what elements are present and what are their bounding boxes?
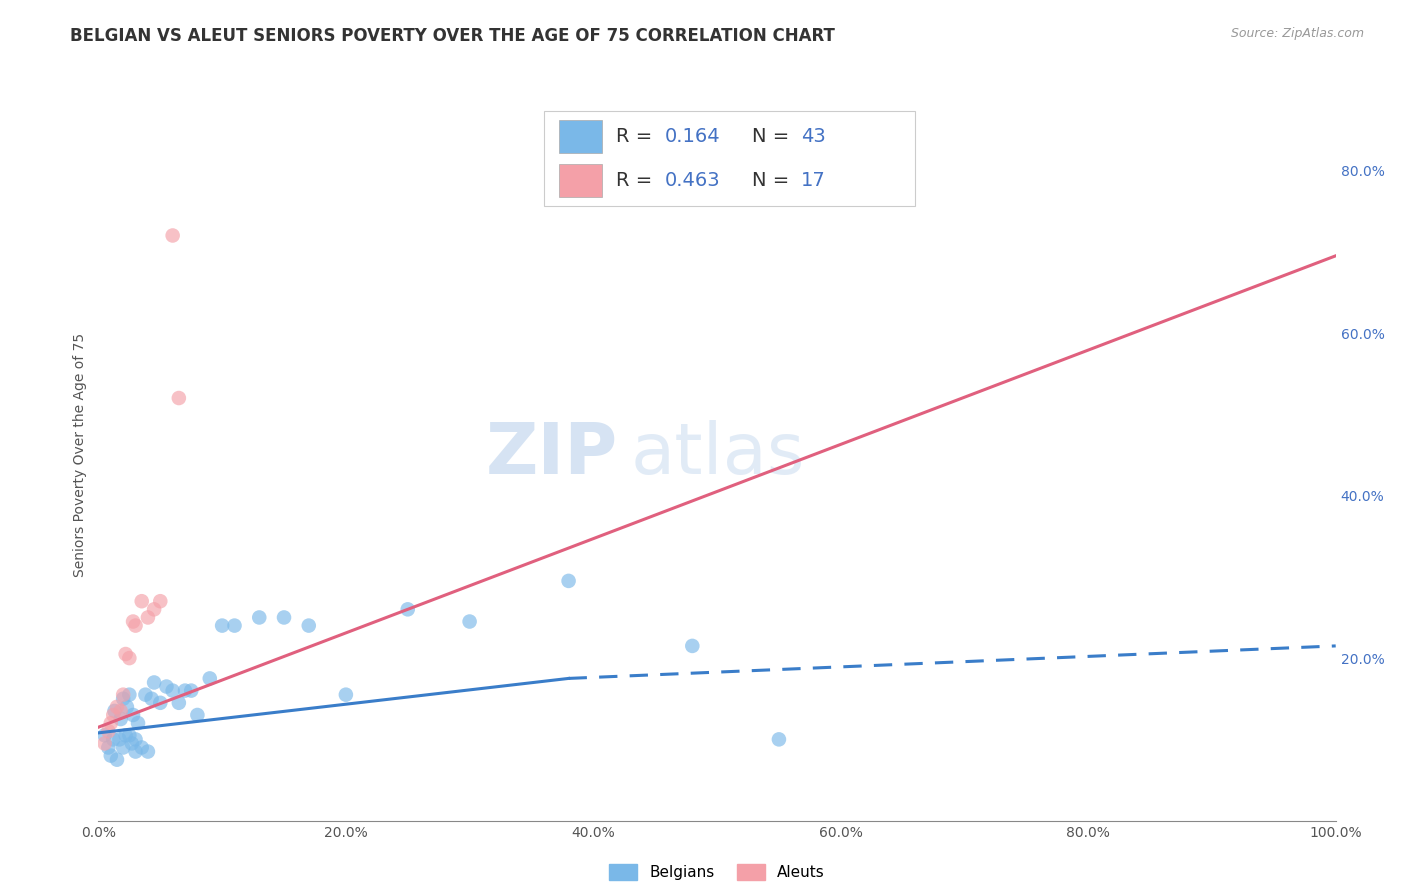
Point bbox=[557, 574, 579, 588]
Point bbox=[114, 647, 136, 661]
Point bbox=[103, 708, 125, 723]
Point bbox=[105, 753, 128, 767]
Point bbox=[162, 683, 184, 698]
Text: N =: N = bbox=[752, 128, 796, 146]
Point bbox=[167, 391, 190, 405]
Point bbox=[224, 618, 246, 632]
Point bbox=[396, 602, 419, 616]
Point bbox=[681, 639, 703, 653]
Point bbox=[103, 704, 125, 718]
Text: N =: N = bbox=[752, 171, 796, 190]
Text: atlas: atlas bbox=[630, 420, 804, 490]
Point bbox=[143, 675, 166, 690]
Point bbox=[124, 618, 146, 632]
Point bbox=[93, 728, 115, 742]
Point bbox=[174, 683, 197, 698]
Point bbox=[103, 732, 125, 747]
Text: R =: R = bbox=[616, 128, 658, 146]
Point bbox=[110, 712, 132, 726]
Point bbox=[298, 618, 321, 632]
Point bbox=[112, 688, 135, 702]
Point bbox=[110, 704, 132, 718]
Point bbox=[97, 740, 120, 755]
Point bbox=[134, 688, 156, 702]
FancyBboxPatch shape bbox=[558, 120, 602, 153]
Text: Source: ZipAtlas.com: Source: ZipAtlas.com bbox=[1230, 27, 1364, 40]
Point bbox=[118, 651, 141, 665]
FancyBboxPatch shape bbox=[544, 112, 915, 206]
Point bbox=[100, 748, 122, 763]
Legend: Belgians, Aleuts: Belgians, Aleuts bbox=[603, 858, 831, 886]
Point bbox=[122, 708, 145, 723]
Text: 0.164: 0.164 bbox=[665, 128, 721, 146]
Point bbox=[167, 696, 190, 710]
Text: 0.463: 0.463 bbox=[665, 171, 721, 190]
Point bbox=[273, 610, 295, 624]
Point bbox=[112, 691, 135, 706]
Point bbox=[180, 683, 202, 698]
Point bbox=[105, 699, 128, 714]
Point bbox=[768, 732, 790, 747]
Y-axis label: Seniors Poverty Over the Age of 75: Seniors Poverty Over the Age of 75 bbox=[73, 333, 87, 577]
Point bbox=[335, 688, 357, 702]
Text: ZIP: ZIP bbox=[486, 420, 619, 490]
Point bbox=[198, 672, 221, 686]
Point bbox=[136, 610, 159, 624]
Point bbox=[162, 228, 184, 243]
Point bbox=[124, 745, 146, 759]
Point bbox=[124, 732, 146, 747]
Text: 43: 43 bbox=[801, 128, 825, 146]
Point bbox=[131, 594, 153, 608]
Point bbox=[118, 728, 141, 742]
Point bbox=[155, 680, 177, 694]
Text: BELGIAN VS ALEUT SENIORS POVERTY OVER THE AGE OF 75 CORRELATION CHART: BELGIAN VS ALEUT SENIORS POVERTY OVER TH… bbox=[70, 27, 835, 45]
FancyBboxPatch shape bbox=[558, 164, 602, 197]
Point bbox=[114, 728, 136, 742]
Point bbox=[100, 716, 122, 731]
Point bbox=[97, 724, 120, 739]
Point bbox=[458, 615, 481, 629]
Point bbox=[93, 736, 115, 750]
Text: 17: 17 bbox=[801, 171, 825, 190]
Point bbox=[143, 602, 166, 616]
Point bbox=[108, 732, 131, 747]
Point bbox=[149, 696, 172, 710]
Point bbox=[131, 740, 153, 755]
Point bbox=[112, 740, 135, 755]
Point bbox=[186, 708, 208, 723]
Point bbox=[141, 691, 163, 706]
Point bbox=[121, 736, 143, 750]
Point bbox=[122, 615, 145, 629]
Point bbox=[211, 618, 233, 632]
Point bbox=[118, 688, 141, 702]
Point bbox=[247, 610, 270, 624]
Point bbox=[149, 594, 172, 608]
Point bbox=[115, 699, 138, 714]
Point bbox=[127, 716, 149, 731]
Text: R =: R = bbox=[616, 171, 658, 190]
Point bbox=[136, 745, 159, 759]
